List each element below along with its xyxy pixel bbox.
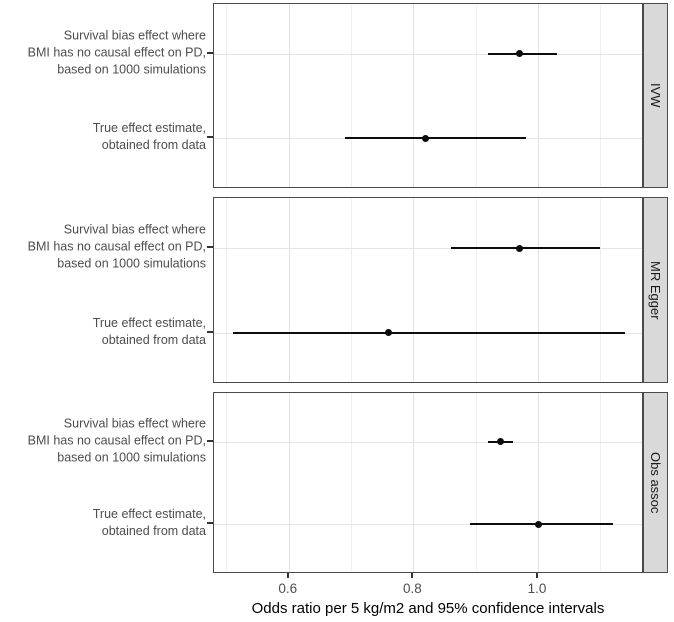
grid-major-line: [288, 4, 290, 187]
y-axis-label-line: Survival bias effect where: [63, 222, 206, 237]
y-axis-label-line: based on 1000 simulations: [57, 62, 206, 77]
grid-major-line: [538, 198, 540, 382]
facet-strip-label: MR Egger: [648, 260, 663, 320]
y-axis-label-line: obtained from data: [101, 332, 206, 347]
grid-minor-line: [475, 393, 477, 572]
facet-panel-row: Survival bias effect where BMI has no cau…: [0, 3, 674, 188]
y-axis-tick: [207, 439, 213, 442]
y-axis-label-line: BMI has no causal effect on PD,: [27, 433, 206, 448]
x-axis-tick-label: 0.6: [278, 581, 298, 596]
y-axis-label-line: obtained from data: [101, 524, 206, 539]
grid-minor-line: [600, 393, 602, 572]
x-axis-tick-label: 0.8: [403, 581, 422, 596]
plot-panel: [213, 3, 643, 188]
y-axis-label: Survival bias effect where BMI has no cau…: [0, 222, 206, 273]
x-axis-tick: [286, 573, 289, 578]
grid-minor-line: [600, 4, 602, 187]
facet-strip: MR Egger: [643, 197, 668, 383]
y-axis-label-line: True effect estimate,: [92, 507, 206, 522]
grid-major-line: [538, 4, 540, 187]
estimate-point: [384, 329, 392, 337]
grid-horizontal-line: [214, 248, 642, 249]
grid-minor-line: [351, 198, 353, 382]
x-axis: Odds ratio per 5 kg/m2 and 95% confidenc…: [0, 573, 674, 622]
y-axis-label-line: True effect estimate,: [92, 121, 206, 136]
facet-strip-label: IVW: [648, 83, 663, 108]
plot-panel: [213, 392, 643, 573]
y-axis-label: True effect estimate, obtained from data: [0, 120, 206, 154]
facet-strip-label: Obs assoc: [648, 451, 663, 514]
y-axis-tick: [207, 51, 213, 54]
estimate-point: [422, 134, 430, 142]
x-axis-tick: [536, 573, 539, 578]
y-axis-label: Survival bias effect where BMI has no cau…: [0, 415, 206, 466]
x-axis-tick-label: 1.0: [527, 581, 547, 596]
grid-major-line: [413, 4, 415, 187]
grid-horizontal-line: [214, 442, 642, 443]
y-axis-label-line: Survival bias effect where: [63, 416, 206, 431]
estimate-point: [515, 244, 523, 252]
y-axis-tick: [207, 330, 213, 333]
x-axis-title: Odds ratio per 5 kg/m2 and 95% confidenc…: [251, 600, 605, 617]
y-axis-label: True effect estimate, obtained from data: [0, 315, 206, 349]
panels-container: Survival bias effect where BMI has no cau…: [0, 3, 674, 573]
grid-horizontal-line: [214, 54, 642, 55]
grid-minor-line: [351, 4, 353, 187]
y-axis-label-line: based on 1000 simulations: [57, 256, 206, 271]
grid-major-line: [413, 393, 415, 572]
y-axis-tick: [207, 136, 213, 139]
y-axis-label-line: based on 1000 simulations: [57, 450, 206, 465]
y-axis-tick: [207, 522, 213, 525]
grid-major-line: [288, 393, 290, 572]
x-axis-tick: [411, 573, 414, 578]
estimate-point: [497, 438, 505, 446]
grid-horizontal-line: [214, 524, 642, 525]
facet-panel-row: Survival bias effect where BMI has no cau…: [0, 197, 674, 383]
y-axis-label-line: obtained from data: [101, 138, 206, 153]
plot-panel: [213, 197, 643, 383]
grid-minor-line: [226, 198, 228, 382]
estimate-point: [515, 50, 523, 58]
estimate-point: [534, 520, 542, 528]
facet-panel-row: Survival bias effect where BMI has no cau…: [0, 392, 674, 573]
confidence-interval-line: [344, 137, 526, 140]
y-axis-label: True effect estimate, obtained from data: [0, 506, 206, 540]
facet-strip: IVW: [643, 3, 668, 188]
grid-major-line: [288, 198, 290, 382]
grid-major-line: [413, 198, 415, 382]
y-axis-label-line: True effect estimate,: [92, 315, 206, 330]
grid-minor-line: [226, 4, 228, 187]
grid-minor-line: [351, 393, 353, 572]
confidence-interval-line: [232, 331, 626, 334]
y-axis-label-line: BMI has no causal effect on PD,: [27, 45, 206, 60]
y-axis-tick: [207, 246, 213, 249]
y-axis-label: Survival bias effect where BMI has no cau…: [0, 27, 206, 78]
grid-major-line: [538, 393, 540, 572]
y-axis-label-line: BMI has no causal effect on PD,: [27, 239, 206, 254]
facet-strip: Obs assoc: [643, 392, 668, 573]
grid-minor-line: [475, 4, 477, 187]
grid-minor-line: [226, 393, 228, 572]
y-axis-label-line: Survival bias effect where: [63, 28, 206, 43]
confidence-interval-line: [450, 247, 601, 250]
grid-minor-line: [600, 198, 602, 382]
grid-minor-line: [475, 198, 477, 382]
